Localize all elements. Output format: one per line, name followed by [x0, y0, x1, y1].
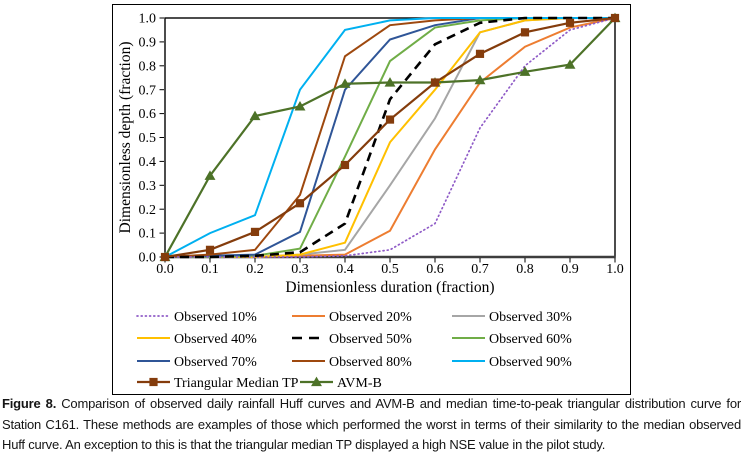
series-line-observed-90-	[164, 17, 615, 258]
x-tick-label: 0.5	[381, 262, 399, 277]
series-triangular-median-tp-square-marker	[430, 78, 440, 87]
legend-label-observed-80-: Observed 80%	[329, 355, 412, 370]
series-avm-b-triangle-marker	[204, 170, 216, 180]
legend-label-observed-60-: Observed 60%	[489, 332, 572, 347]
series-triangular-median-tp-square-marker	[295, 199, 305, 208]
series-line-observed-10-	[164, 17, 616, 258]
chart-figure-box: 0.0 0.1 0.2 0.3 0.4 0.5 0.6 0.7 0.8 0.9 1.0 0.0 0.1 0…	[112, 4, 631, 395]
series-line-observed-30-	[165, 17, 615, 258]
x-tick-label: 0.0	[156, 262, 174, 277]
series-avm-b-triangle-marker	[249, 110, 261, 121]
y-tick-label: 0.1	[139, 227, 157, 242]
legend-label-observed-30-: Observed 30%	[489, 310, 572, 325]
x-tick-label: 0.2	[246, 262, 264, 277]
series-triangular-median-tp-square-marker	[205, 245, 215, 254]
x-axis-label: Dimensionless duration (fraction)	[285, 279, 494, 296]
series-triangular-median-tp-square-marker	[340, 160, 350, 170]
legend-avm-b-triangle-marker	[311, 376, 322, 387]
y-tick-label: 0.8	[139, 59, 157, 74]
series-line-observed-40-	[165, 17, 615, 258]
series-line-avm-b	[164, 17, 616, 258]
series-triangular-median-tp-square-marker	[610, 13, 620, 23]
x-tick-label: 0.9	[561, 262, 579, 277]
series-triangular-median-tp-square-marker	[250, 227, 260, 237]
series-triangular-median-tp-square-marker	[475, 49, 485, 58]
series-line-triangular-median-tp	[164, 16, 616, 259]
legend-triangular-median-tp-square-marker	[149, 377, 158, 387]
series-avm-b-triangle-marker	[474, 74, 486, 85]
x-tick-label: 1.0	[606, 262, 624, 277]
legend-label-observed-90-: Observed 90%	[489, 355, 572, 370]
x-tick-label: 0.6	[426, 262, 444, 277]
series-triangular-median-tp-square-marker	[565, 18, 575, 27]
series-line-observed-80-	[164, 17, 615, 258]
legend-label-observed-70-: Observed 70%	[174, 355, 257, 370]
x-tick-label: 0.3	[291, 262, 309, 277]
y-tick-label: 1.0	[139, 12, 157, 27]
x-tick-label: 0.7	[471, 262, 489, 277]
legend-label-observed-20-: Observed 20%	[329, 310, 412, 325]
legend-label-triangular-median-tp: Triangular Median TP	[174, 376, 299, 391]
legend-label-avm-b: AVM-B	[337, 376, 382, 391]
figure-caption: Figure 8. Comparison of observed daily r…	[2, 394, 741, 456]
series-triangular-median-tp-square-marker	[520, 28, 530, 37]
plot-frame	[164, 17, 616, 258]
y-tick-label: 0.3	[139, 179, 157, 194]
y-axis-label: Dimensionless depth (fraction)	[117, 42, 134, 234]
x-tick-label: 0.8	[516, 262, 534, 277]
series-triangular-median-tp-square-marker	[160, 252, 170, 262]
x-tick-label: 0.1	[201, 262, 219, 277]
series-line-observed-20-	[165, 17, 616, 258]
y-tick-label: 0.6	[139, 107, 157, 122]
y-tick-label: 0.5	[139, 131, 157, 146]
series-line-observed-60-	[165, 17, 615, 258]
series-line-observed-50-	[165, 16, 615, 259]
series-line-observed-70-	[164, 17, 615, 258]
series-avm-b-triangle-marker	[519, 66, 531, 76]
caption-label: Figure 8.	[2, 396, 57, 411]
huff-curves-chart: 0.0 0.1 0.2 0.3 0.4 0.5 0.6 0.7 0.8 0.9 1.0 0.0 0.1 0…	[117, 12, 624, 391]
series-avm-b-triangle-marker	[339, 78, 351, 88]
x-tick-label: 0.4	[336, 262, 354, 277]
legend-label-observed-40-: Observed 40%	[174, 332, 257, 347]
y-tick-label: 0.2	[139, 203, 157, 218]
legend-label-observed-10-: Observed 10%	[174, 310, 257, 325]
caption-text: Comparison of observed daily rainfall Hu…	[2, 396, 741, 452]
series-avm-b-triangle-marker	[384, 77, 396, 87]
y-tick-label: 0.7	[139, 83, 157, 98]
y-tick-label: 0.4	[139, 155, 157, 170]
series-avm-b-triangle-marker	[564, 59, 576, 69]
legend-label-observed-50-: Observed 50%	[329, 332, 412, 347]
series-avm-b-triangle-marker	[294, 101, 306, 111]
y-tick-label: 0.9	[139, 36, 157, 51]
series-triangular-median-tp-square-marker	[385, 115, 395, 124]
y-tick-label: 0.0	[139, 251, 157, 266]
